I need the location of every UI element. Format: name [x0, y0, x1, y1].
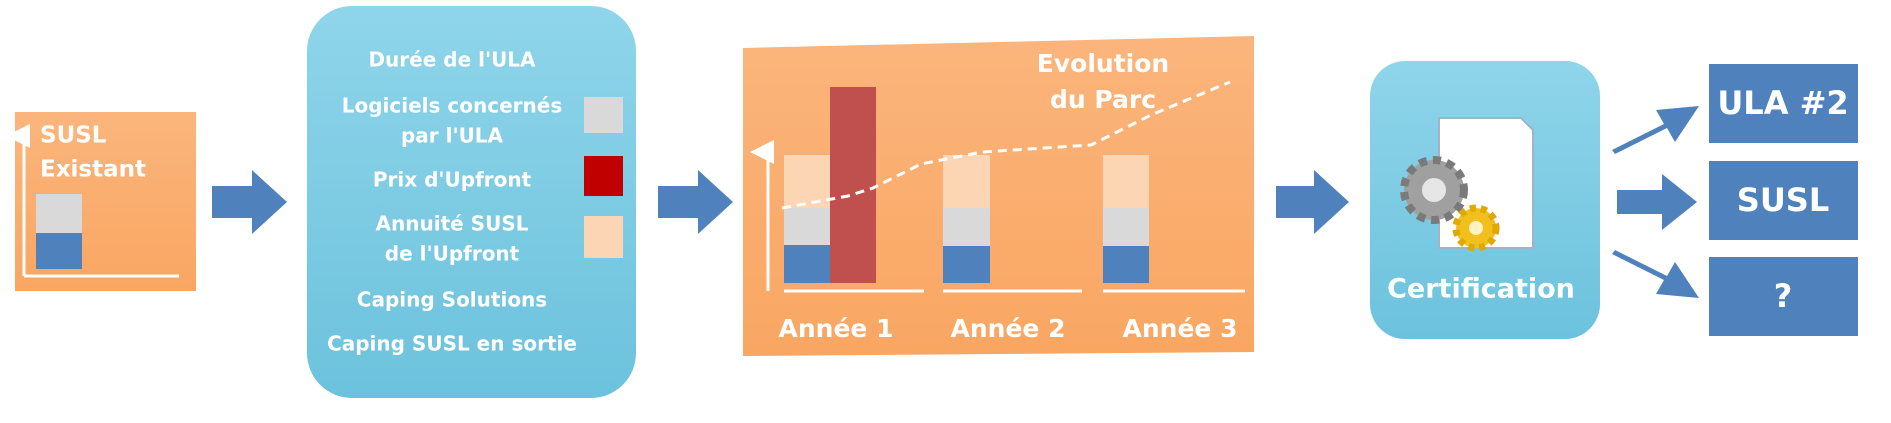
output-label: SUSL	[1737, 181, 1829, 219]
parameter-label: Durée de l'ULA	[368, 48, 536, 72]
output-box	[1709, 161, 1858, 240]
existing-title: SUSL	[40, 123, 107, 149]
parameter-label: par l'ULA	[401, 124, 504, 148]
flow-arrows	[212, 106, 1699, 298]
bars	[784, 87, 1149, 283]
year-label: Année 2	[951, 314, 1066, 343]
parameter-label: Caping SUSL en sortie	[327, 332, 577, 356]
output-label: ?	[1774, 277, 1793, 315]
output-box	[1709, 64, 1858, 143]
year-label: Année 1	[779, 314, 894, 343]
simulation-box	[743, 36, 1254, 356]
existing-title: Existant	[40, 157, 146, 183]
parameter-label: de l'Upfront	[385, 242, 520, 266]
parameter-label: Annuité SUSL	[376, 212, 529, 236]
parameter-label: Prix d'Upfront	[373, 168, 532, 192]
simulation-title: du Parc	[1050, 85, 1156, 114]
parameters-box	[307, 6, 636, 398]
simulation-title: Evolution	[1037, 49, 1169, 78]
output-label: ULA #2	[1717, 84, 1848, 122]
existing-box: SUSL Existant	[6, 112, 196, 291]
year-label: Année 3	[1123, 314, 1238, 343]
output-box	[1709, 257, 1858, 336]
parameter-label: Logiciels concernés	[342, 94, 562, 118]
parameter-label: Caping Solutions	[357, 288, 547, 312]
certification-label: Certification	[1387, 274, 1575, 305]
certification-box: Certification	[1370, 61, 1600, 339]
